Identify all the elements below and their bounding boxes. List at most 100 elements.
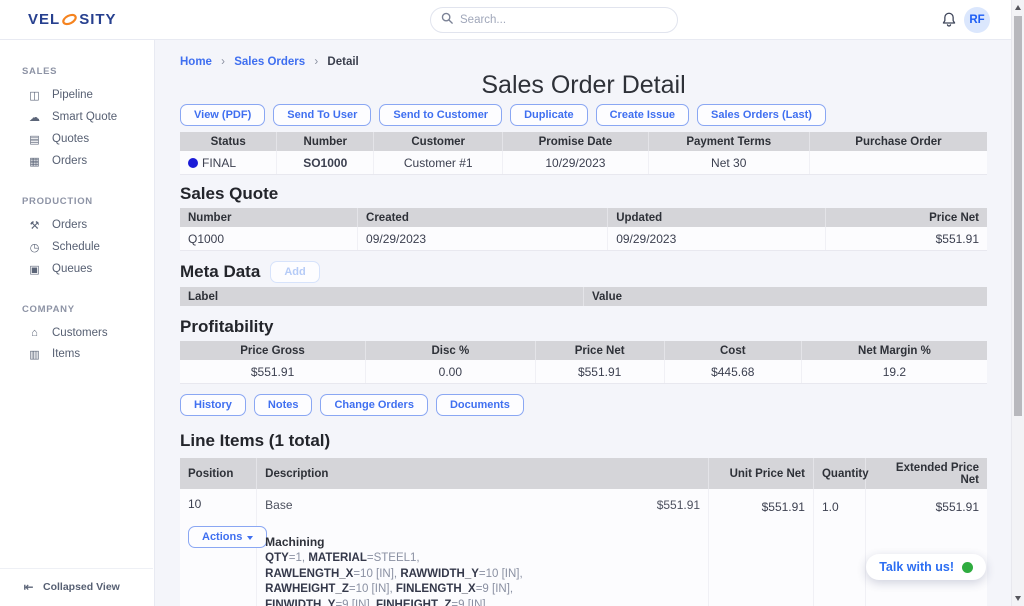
col-price-gross: Price Gross	[180, 341, 366, 360]
sidebar-item-production-orders[interactable]: ⚒ Orders	[0, 214, 154, 236]
orders-icon: ▦	[28, 155, 41, 168]
scrollbar-up-arrow-icon[interactable]	[1015, 5, 1021, 10]
col-quantity: Quantity	[813, 458, 865, 489]
collapse-sidebar-button[interactable]: ⇤ Collapsed View	[0, 568, 153, 598]
col-extended-price-net: Extended Price Net	[866, 458, 987, 489]
col-value: Value	[584, 287, 988, 306]
profitability-table: Price Gross Disc % Price Net Cost Net Ma…	[180, 341, 987, 384]
smart-quote-icon: ☁	[28, 111, 41, 124]
tab-documents[interactable]: Documents	[436, 394, 524, 416]
price-gross-value: $551.91	[180, 360, 366, 384]
chat-label: Talk with us!	[879, 560, 954, 574]
customer-link[interactable]: Customer #1	[374, 151, 503, 175]
quote-price-net-value: $551.91	[826, 227, 987, 251]
machining-block: Machining QTY=1, MATERIAL=STEEL1, RAWLEN…	[265, 535, 700, 606]
breadcrumb-home[interactable]: Home	[180, 56, 212, 68]
net-margin-value: 19.2	[801, 360, 987, 384]
sidebar-section-production: PRODUCTION	[22, 196, 154, 207]
status-value: FINAL	[202, 156, 236, 170]
col-description: Description	[257, 458, 709, 489]
col-label: Label	[180, 287, 584, 306]
top-bar: VEL SITY RF	[0, 0, 1011, 40]
col-price-net: Price Net	[826, 208, 987, 227]
production-orders-icon: ⚒	[28, 219, 41, 232]
logo-swoosh-icon	[61, 12, 78, 27]
unit-price-net-value: $551.91	[709, 489, 814, 606]
purchase-order-value	[809, 151, 987, 175]
user-avatar[interactable]: RF	[964, 7, 990, 33]
quote-updated-value: 09/29/2023	[608, 227, 826, 251]
breadcrumb-sales-orders[interactable]: Sales Orders	[234, 56, 305, 68]
price-net-value: $551.91	[535, 360, 664, 384]
scrollbar-down-arrow-icon[interactable]	[1015, 596, 1021, 601]
disc-pct-value: 0.00	[366, 360, 535, 384]
col-number: Number	[277, 132, 374, 151]
customers-icon: ⌂	[28, 327, 41, 339]
add-meta-data-button[interactable]: Add	[270, 261, 319, 283]
col-position: Position	[180, 458, 257, 489]
action-buttons-row: View (PDF) Send To User Send to Customer…	[180, 104, 987, 126]
tab-notes[interactable]: Notes	[254, 394, 313, 416]
notifications-bell-icon[interactable]	[940, 11, 958, 29]
col-customer: Customer	[374, 132, 503, 151]
items-icon: ▥	[28, 348, 41, 361]
search-input[interactable]	[460, 14, 667, 26]
send-to-user-button[interactable]: Send To User	[273, 104, 371, 126]
quote-created-value: 09/29/2023	[358, 227, 608, 251]
send-to-customer-button[interactable]: Send to Customer	[379, 104, 502, 126]
sidebar-item-pipeline[interactable]: ◫ Pipeline	[0, 84, 154, 106]
line-item-actions-button[interactable]: Actions	[188, 526, 267, 548]
breadcrumb-separator: ›	[314, 56, 318, 68]
schedule-icon: ◷	[28, 241, 41, 254]
breadcrumb-separator: ›	[221, 56, 225, 68]
sales-quote-row: Q1000 09/29/2023 09/29/2023 $551.91	[180, 227, 987, 251]
promise-date-value: 10/29/2023	[503, 151, 648, 175]
create-issue-button[interactable]: Create Issue	[596, 104, 689, 126]
queues-icon: ▣	[28, 263, 41, 276]
cost-value: $445.68	[664, 360, 801, 384]
logo-text-suffix: SITY	[79, 11, 116, 28]
sidebar-section-sales: SALES	[22, 66, 154, 77]
profitability-heading: Profitability	[180, 317, 987, 337]
order-summary-table: Status Number Customer Promise Date Paym…	[180, 132, 987, 175]
col-quote-number: Number	[180, 208, 358, 227]
col-prof-price-net: Price Net	[535, 341, 664, 360]
breadcrumb: Home › Sales Orders › Detail	[180, 56, 987, 68]
search-bar[interactable]	[430, 7, 678, 33]
duplicate-button[interactable]: Duplicate	[510, 104, 588, 126]
scrollbar-thumb[interactable]	[1014, 16, 1022, 416]
line-items-table: Position Description Unit Price Net Quan…	[180, 458, 987, 606]
tab-change-orders[interactable]: Change Orders	[320, 394, 427, 416]
sales-orders-last-button[interactable]: Sales Orders (Last)	[697, 104, 826, 126]
sidebar-section-company: COMPANY	[22, 304, 154, 315]
line-items-heading: Line Items (1 total)	[180, 431, 987, 451]
sales-quote-heading: Sales Quote	[180, 184, 987, 204]
pipeline-icon: ◫	[28, 89, 41, 102]
col-updated: Updated	[608, 208, 826, 227]
col-promise-date: Promise Date	[503, 132, 648, 151]
sidebar-item-queues[interactable]: ▣ Queues	[0, 258, 154, 280]
col-created: Created	[358, 208, 608, 227]
quote-number-link[interactable]: Q1000	[180, 227, 358, 251]
sidebar-item-quotes[interactable]: ▤ Quotes	[0, 128, 154, 150]
line-item-row: 10 Actions Base $551.91 Machining QTY=1,…	[180, 489, 987, 606]
machining-title: Machining	[265, 535, 700, 549]
order-summary-row: FINAL SO1000 Customer #1 10/29/2023 Net …	[180, 151, 987, 175]
col-net-margin: Net Margin %	[801, 341, 987, 360]
online-status-dot	[962, 562, 973, 573]
tab-history[interactable]: History	[180, 394, 246, 416]
extended-price-net-value: $551.91	[866, 489, 987, 606]
page-title: Sales Order Detail	[180, 71, 987, 99]
app-logo: VEL SITY	[28, 11, 117, 28]
view-pdf-button[interactable]: View (PDF)	[180, 104, 265, 126]
sidebar-item-sales-orders[interactable]: ▦ Orders	[0, 150, 154, 172]
sales-quote-table: Number Created Updated Price Net Q1000 0…	[180, 208, 987, 251]
sidebar-item-smart-quote[interactable]: ☁ Smart Quote	[0, 106, 154, 128]
sidebar-item-customers[interactable]: ⌂ Customers	[0, 322, 154, 343]
detail-tabs-row: History Notes Change Orders Documents	[180, 394, 987, 416]
page-scrollbar[interactable]	[1011, 0, 1024, 606]
sidebar-item-schedule[interactable]: ◷ Schedule	[0, 236, 154, 258]
chat-widget[interactable]: Talk with us!	[866, 554, 986, 580]
col-cost: Cost	[664, 341, 801, 360]
sidebar-item-items[interactable]: ▥ Items	[0, 343, 154, 365]
